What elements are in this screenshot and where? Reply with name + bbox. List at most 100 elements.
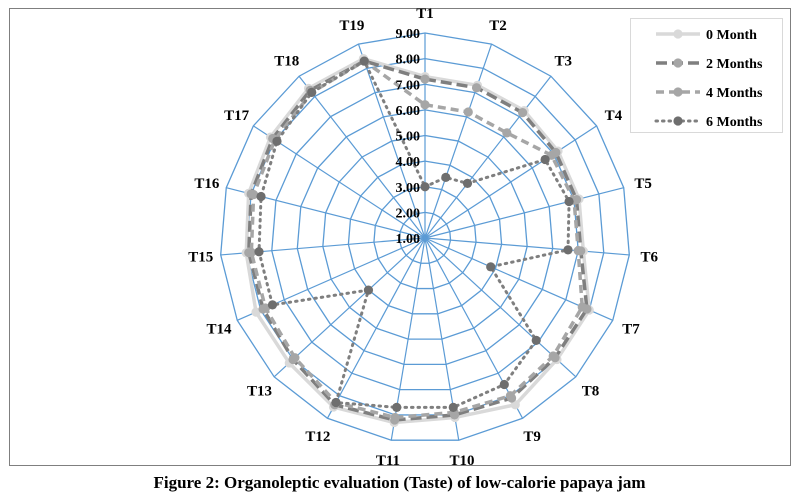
radial-axis-t17: [253, 125, 426, 239]
category-label: T9: [523, 429, 541, 445]
data-point-6-months-t2: [441, 172, 451, 183]
r-tick-label: 8.00: [396, 53, 421, 68]
category-label: T6: [640, 250, 658, 266]
data-point-4-months-t11: [390, 412, 400, 423]
radial-axis-t6: [424, 237, 630, 256]
grid-ring-7-00: [271, 83, 579, 391]
radial-axis-t19: [357, 43, 426, 239]
legend-marker-4-months: [673, 87, 683, 97]
grid-ring-6-00: [296, 109, 554, 366]
series-line-2-months: [247, 59, 589, 422]
radial-axis-t3: [424, 75, 552, 239]
data-point-6-months-t19: [359, 56, 369, 66]
legend: 0 Month 2 Months 4 Months 6 Months: [630, 18, 783, 133]
data-point-4-months-t14: [260, 303, 271, 313]
category-label: T13: [247, 383, 272, 399]
legend-label: 0 Month: [706, 28, 757, 43]
data-point-6-months-t6: [563, 245, 573, 255]
legend-label: 6 Months: [706, 115, 763, 130]
r-tick-label: 3.00: [396, 181, 421, 196]
category-label: T18: [274, 53, 299, 69]
data-point-6-months-t5: [564, 196, 574, 207]
radial-axis-t2: [424, 43, 493, 239]
radial-axis-t18: [298, 75, 426, 239]
legend-item-0-month: 0 Month: [656, 28, 757, 43]
category-label: T3: [554, 53, 572, 69]
category-label: T11: [376, 453, 400, 469]
category-label: T2: [489, 18, 507, 34]
data-point-6-months-t3: [462, 178, 473, 188]
series-6-months: [254, 56, 574, 412]
data-point-6-months-t11: [392, 402, 402, 412]
category-label: T7: [622, 321, 640, 337]
category-label: T15: [188, 250, 213, 266]
data-point-6-months-t1: [420, 182, 430, 192]
data-point-6-months-t9: [499, 379, 509, 390]
data-point-4-months-t15: [246, 247, 256, 257]
data-point-4-months-t13: [290, 353, 300, 363]
r-tick-label: 4.00: [396, 155, 421, 170]
labels: 1.00 2.00 3.00 4.00 5.00 6.00 7.00 8.00 9.00 T1 T2…: [188, 6, 658, 469]
legend-marker-0-month: [673, 29, 683, 39]
data-point-4-months-t16: [249, 190, 259, 200]
r-tick-label: 5.00: [396, 130, 421, 145]
series-4-months: [246, 56, 587, 423]
legend-label: 4 Months: [706, 86, 763, 101]
legend-box: [630, 18, 783, 133]
r-tick-label: 6.00: [396, 104, 421, 119]
grid-ring-5-00: [322, 134, 528, 340]
data-point-6-months-t12: [331, 397, 341, 408]
data-point-6-months-t15: [254, 247, 264, 257]
series-line-6-months: [257, 59, 571, 409]
radial-axis-t13: [273, 237, 426, 378]
data-point-6-months-t14: [267, 300, 278, 310]
category-label: T17: [224, 108, 250, 124]
radial-axis-t5: [424, 187, 624, 239]
data-point-4-months-t3: [502, 128, 512, 138]
legend-item-4-months: 4 Months: [656, 86, 763, 101]
grid-ring-4-00: [347, 160, 503, 315]
data-point-0-month-t14: [251, 307, 261, 317]
legend-label: 2 Months: [706, 57, 763, 72]
series-line-4-months: [249, 59, 584, 420]
legend-item-6-months: 6 Months: [654, 115, 763, 130]
series-line-0-month: [244, 56, 592, 425]
category-label: T14: [206, 321, 232, 337]
category-label: T10: [450, 453, 475, 469]
legend-marker-6-months: [673, 116, 683, 126]
category-label: T4: [605, 108, 623, 124]
data-point-6-months-t18: [307, 87, 317, 97]
data-point-4-months-t6: [573, 246, 583, 256]
series-group: [241, 54, 594, 428]
data-point-6-months-t17: [272, 136, 282, 146]
radar-chart: 1.00 2.00 3.00 4.00 5.00 6.00 7.00 8.00 9.00 T1 T2…: [9, 6, 791, 469]
category-label: T1: [416, 6, 434, 22]
data-point-2-months-t2: [471, 83, 482, 93]
legend-marker-2-months: [673, 58, 683, 68]
data-point-4-months-t9: [505, 391, 515, 401]
data-point-6-months-t4: [540, 154, 550, 165]
category-label: T19: [339, 18, 364, 34]
data-point-4-months-t1: [420, 100, 430, 110]
category-label: T16: [194, 176, 220, 192]
radial-axis-t4: [424, 125, 597, 239]
grid-ring-9-00: [220, 32, 630, 441]
category-label: T12: [305, 429, 330, 445]
figure-caption: Figure 2: Organoleptic evaluation (Taste…: [153, 473, 646, 492]
r-tick-label: 9.00: [396, 27, 421, 42]
data-point-6-months-t10: [448, 402, 458, 412]
data-point-6-months-t8: [531, 335, 541, 345]
r-tick-label: 7.00: [396, 78, 421, 93]
grid-ring-2-00: [398, 211, 452, 264]
legend-item-2-months: 2 Months: [656, 57, 763, 72]
r-tick-label: 1.00: [396, 232, 421, 247]
grid-ring-3-00: [373, 186, 477, 290]
data-point-4-months-t2: [463, 107, 473, 117]
data-point-6-months-t13: [363, 285, 374, 295]
category-label: T5: [634, 176, 652, 192]
data-point-6-months-t7: [486, 262, 496, 272]
category-label: T8: [582, 383, 600, 399]
data-point-0-month-t9: [510, 400, 520, 410]
data-point-6-months-t16: [256, 191, 266, 202]
r-tick-label: 2.00: [396, 206, 421, 221]
